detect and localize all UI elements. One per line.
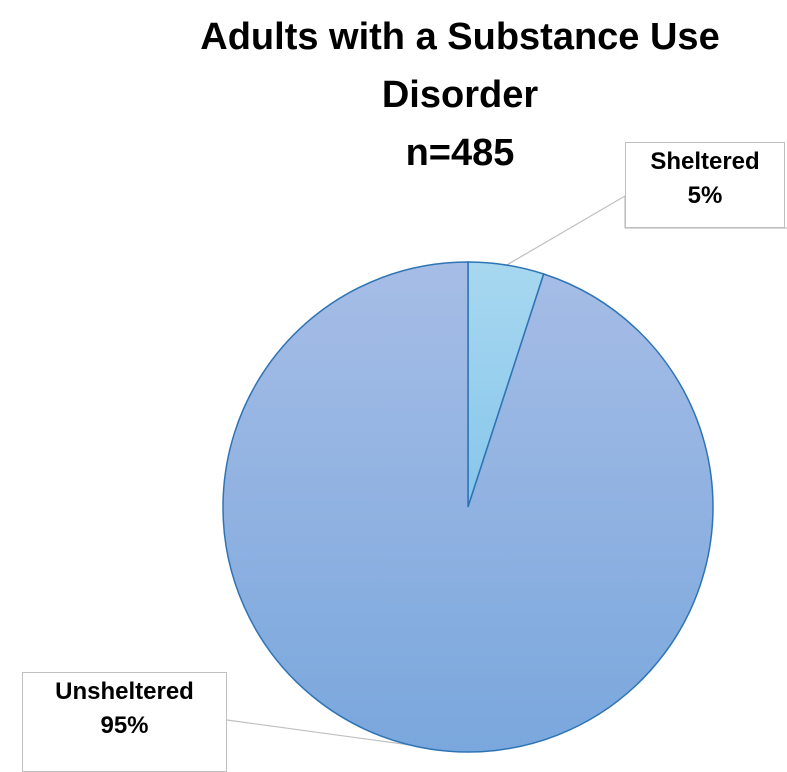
chart-title-line-3: n=485 (405, 132, 515, 174)
data-label-unsheltered-value: 95% (100, 712, 149, 739)
chart-title-line-2: Disorder (381, 74, 539, 116)
data-label-sheltered-name: Sheltered (650, 148, 760, 175)
data-label-sheltered: Sheltered 5% (625, 142, 785, 228)
data-label-sheltered-value: 5% (687, 182, 723, 209)
chart-title: Adults with a Substance Use Disorder n=4… (140, 8, 780, 182)
pie-slice-unsheltered (222, 261, 714, 753)
leader-line-unsheltered (226, 719, 433, 749)
data-label-unsheltered-name: Unsheltered (55, 678, 194, 705)
data-label-unsheltered: Unsheltered 95% (22, 672, 227, 772)
chart-title-line-1: Adults with a Substance Use (200, 16, 720, 58)
